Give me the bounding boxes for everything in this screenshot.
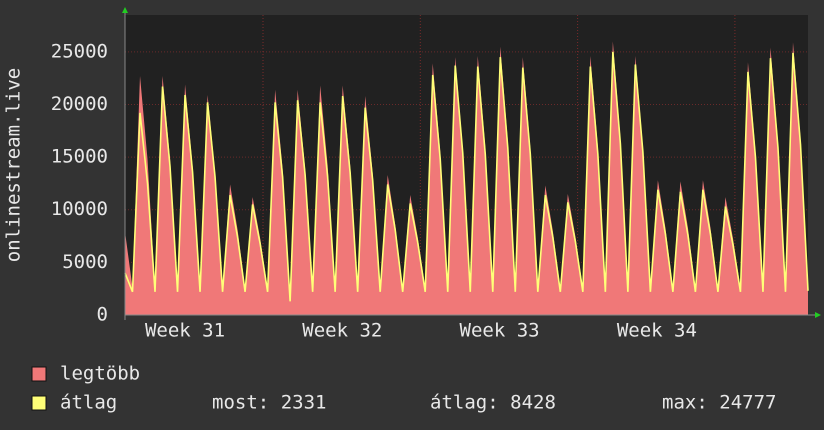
- stat-label: max:: [662, 392, 708, 414]
- stat-value: 2331: [281, 392, 327, 414]
- legend-label: átlag: [60, 392, 117, 414]
- y-tick-label: 10000: [51, 198, 108, 220]
- x-tick-label: Week 34: [617, 320, 697, 342]
- stat-value: 24777: [719, 392, 776, 414]
- legend-label: legtöbb: [60, 363, 140, 385]
- y-tick-label: 25000: [51, 40, 108, 62]
- stat-value: 8428: [510, 392, 556, 414]
- y-tick-label: 0: [97, 304, 108, 326]
- legend-swatch: [31, 366, 47, 382]
- area: [125, 41, 808, 315]
- x-tick-label: Week 33: [460, 320, 540, 342]
- stat-label: átlag:: [430, 392, 499, 414]
- y-axis-label: onlinestream.live: [3, 68, 25, 262]
- y-tick-label: 5000: [62, 251, 108, 273]
- x-axis-arrow: [815, 312, 821, 318]
- line: [124, 51, 809, 302]
- legend-swatch: [31, 395, 47, 411]
- stat-label: most:: [212, 392, 269, 414]
- y-axis-arrow: [122, 7, 128, 13]
- x-tick-label: Week 31: [145, 320, 225, 342]
- x-tick-label: Week 32: [302, 320, 382, 342]
- y-tick-label: 20000: [51, 93, 108, 115]
- y-tick-label: 15000: [51, 146, 108, 168]
